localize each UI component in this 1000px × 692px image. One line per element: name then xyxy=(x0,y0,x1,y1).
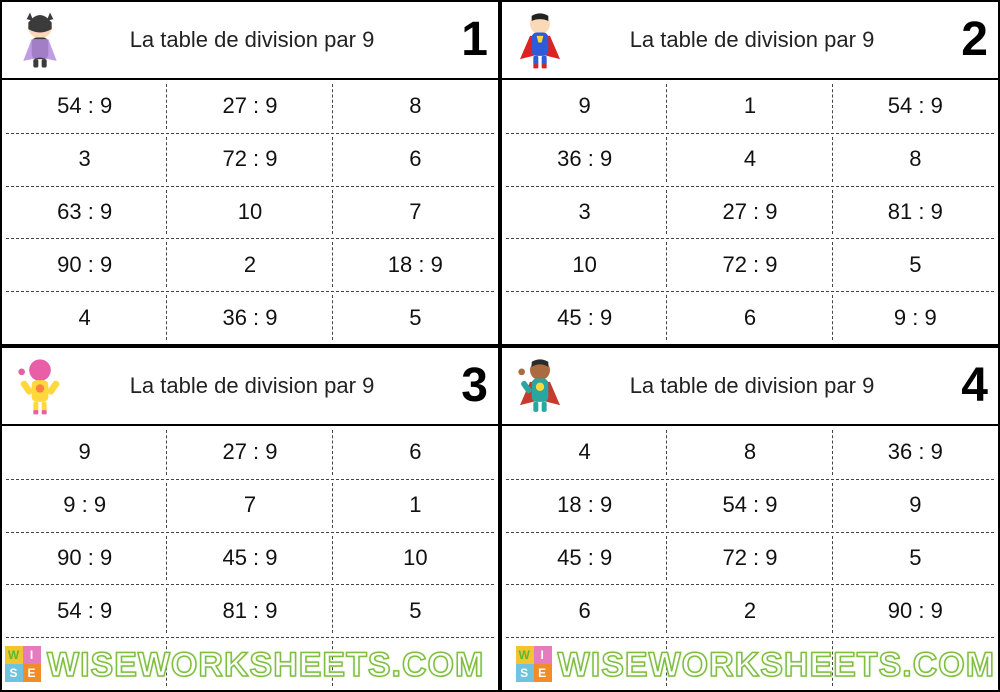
cell: 36 : 9 xyxy=(167,291,332,344)
cell: 10 xyxy=(333,532,498,585)
cell xyxy=(502,637,667,690)
panel-1-header: La table de division par 9 1 xyxy=(2,2,498,80)
panel-4: La table de division par 9 4 4 8 36 : 9 … xyxy=(500,346,1000,692)
panel-2-grid: 9 1 54 : 9 36 : 9 4 8 3 27 : 9 81 : 9 10… xyxy=(502,80,998,344)
cell: 81 : 9 xyxy=(833,186,998,239)
cell: 6 xyxy=(667,291,832,344)
cell: 4 xyxy=(502,426,667,479)
cell: 45 : 9 xyxy=(502,532,667,585)
cell: 90 : 9 xyxy=(2,532,167,585)
cell: 5 xyxy=(833,532,998,585)
cell: 4 xyxy=(667,133,832,186)
cell: 72 : 9 xyxy=(667,238,832,291)
cell: 3 xyxy=(2,133,167,186)
panel-3-grid: 9 27 : 9 6 9 : 9 7 1 90 : 9 45 : 9 10 54… xyxy=(2,426,498,690)
panel-4-grid: 4 8 36 : 9 18 : 9 54 : 9 9 45 : 9 72 : 9… xyxy=(502,426,998,690)
cell: 72 : 9 xyxy=(167,133,332,186)
cell: 81 : 9 xyxy=(167,584,332,637)
cell: 1 xyxy=(333,479,498,532)
cell xyxy=(167,637,332,690)
cell: 36 : 9 xyxy=(833,426,998,479)
cell: 54 : 9 xyxy=(2,584,167,637)
cell: 6 xyxy=(502,584,667,637)
cell xyxy=(667,637,832,690)
cell: 54 : 9 xyxy=(2,80,167,133)
cell: 8 xyxy=(333,80,498,133)
panel-3-number: 3 xyxy=(434,362,498,410)
hero-icon-2 xyxy=(510,5,570,75)
panel-3-header: La table de division par 9 3 xyxy=(2,348,498,426)
cell: 72 : 9 xyxy=(667,532,832,585)
cell: 45 : 9 xyxy=(167,532,332,585)
panel-2-title: La table de division par 9 xyxy=(570,27,934,53)
cell: 27 : 9 xyxy=(167,80,332,133)
cell: 3 xyxy=(502,186,667,239)
cell: 9 xyxy=(2,426,167,479)
cell: 5 xyxy=(333,584,498,637)
cell: 90 : 9 xyxy=(2,238,167,291)
panel-4-header: La table de division par 9 4 xyxy=(502,348,998,426)
cell: 8 xyxy=(833,133,998,186)
hero-icon-4 xyxy=(510,351,570,421)
cell: 7 xyxy=(167,479,332,532)
panel-2-header: La table de division par 9 2 xyxy=(502,2,998,80)
worksheet-sheet: La table de division par 9 1 54 : 9 27 :… xyxy=(0,0,1000,692)
cell xyxy=(333,637,498,690)
cell: 5 xyxy=(833,238,998,291)
cell: 10 xyxy=(167,186,332,239)
cell: 9 : 9 xyxy=(833,291,998,344)
panel-3-title: La table de division par 9 xyxy=(70,373,434,399)
cell: 27 : 9 xyxy=(167,426,332,479)
cell: 54 : 9 xyxy=(667,479,832,532)
cell: 9 xyxy=(502,80,667,133)
cell: 45 : 9 xyxy=(502,291,667,344)
cell: 36 : 9 xyxy=(502,133,667,186)
cell: 8 xyxy=(667,426,832,479)
cell xyxy=(833,637,998,690)
cell: 27 : 9 xyxy=(667,186,832,239)
cell: 4 xyxy=(2,291,167,344)
panel-1-title: La table de division par 9 xyxy=(70,27,434,53)
panel-2-number: 2 xyxy=(934,16,998,64)
cell: 5 xyxy=(333,291,498,344)
cell: 90 : 9 xyxy=(833,584,998,637)
panel-4-title: La table de division par 9 xyxy=(570,373,934,399)
cell: 6 xyxy=(333,133,498,186)
cell: 10 xyxy=(502,238,667,291)
panel-4-number: 4 xyxy=(934,362,998,410)
panel-1-number: 1 xyxy=(434,16,498,64)
panel-1: La table de division par 9 1 54 : 9 27 :… xyxy=(0,0,500,346)
cell: 7 xyxy=(333,186,498,239)
cell xyxy=(2,637,167,690)
hero-icon-3 xyxy=(10,351,70,421)
panel-2: La table de division par 9 2 9 1 54 : 9 … xyxy=(500,0,1000,346)
hero-icon-1 xyxy=(10,5,70,75)
cell: 18 : 9 xyxy=(333,238,498,291)
panel-1-grid: 54 : 9 27 : 9 8 3 72 : 9 6 63 : 9 10 7 9… xyxy=(2,80,498,344)
cell: 2 xyxy=(667,584,832,637)
panel-3: La table de division par 9 3 9 27 : 9 6 … xyxy=(0,346,500,692)
cell: 1 xyxy=(667,80,832,133)
cell: 2 xyxy=(167,238,332,291)
cell: 6 xyxy=(333,426,498,479)
cell: 54 : 9 xyxy=(833,80,998,133)
cell: 18 : 9 xyxy=(502,479,667,532)
cell: 63 : 9 xyxy=(2,186,167,239)
cell: 9 xyxy=(833,479,998,532)
cell: 9 : 9 xyxy=(2,479,167,532)
